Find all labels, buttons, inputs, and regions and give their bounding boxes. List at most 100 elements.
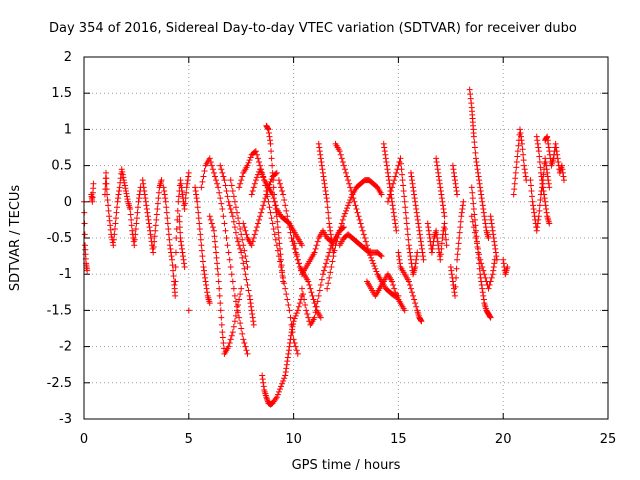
data-point	[492, 245, 499, 252]
data-point	[133, 215, 140, 222]
data-point	[511, 180, 518, 187]
data-point	[304, 311, 311, 318]
data-point	[339, 158, 346, 165]
data-point	[434, 166, 441, 173]
data-point	[481, 216, 488, 223]
data-point	[478, 282, 485, 289]
data-point	[164, 215, 171, 222]
data-point	[540, 184, 547, 191]
data-point	[478, 195, 485, 202]
data-point	[150, 244, 157, 251]
data-point	[216, 285, 223, 292]
data-point	[170, 267, 177, 274]
data-point	[223, 235, 230, 241]
data-point	[474, 240, 480, 247]
data-point	[127, 211, 134, 218]
data-point	[448, 271, 455, 278]
data-point	[407, 285, 414, 292]
data-point	[442, 225, 449, 232]
data-point	[544, 173, 551, 180]
data-point	[116, 184, 123, 191]
data-point	[285, 301, 292, 308]
data-point	[479, 202, 486, 209]
data-point	[372, 265, 379, 272]
data-point	[307, 285, 314, 292]
data-point	[173, 225, 180, 232]
data-point	[239, 173, 246, 180]
data-point	[302, 301, 309, 308]
data-point	[103, 186, 110, 193]
data-point	[227, 263, 234, 270]
data-point	[200, 263, 207, 270]
data-point	[207, 216, 214, 223]
data-point	[177, 235, 184, 241]
data-point	[381, 144, 388, 151]
data-point	[345, 177, 352, 184]
data-point	[319, 169, 326, 176]
data-point	[106, 213, 113, 220]
data-point	[231, 198, 238, 205]
data-point	[264, 125, 271, 132]
data-point	[451, 173, 458, 180]
data-point	[519, 146, 526, 153]
data-point	[439, 202, 446, 209]
data-point	[399, 177, 406, 184]
data-point	[429, 242, 436, 249]
data-point	[487, 213, 494, 220]
data-point	[457, 224, 464, 231]
data-point	[177, 238, 184, 245]
data-point	[238, 249, 245, 256]
data-point	[409, 177, 416, 184]
data-point	[327, 269, 334, 276]
data-point	[135, 198, 142, 205]
data-point	[234, 307, 241, 314]
data-point	[399, 171, 406, 178]
data-point	[294, 350, 301, 357]
data-point	[258, 209, 265, 216]
data-point	[251, 180, 258, 187]
data-point	[248, 191, 255, 198]
data-point	[284, 358, 291, 365]
data-point	[327, 227, 334, 234]
data-point	[356, 216, 363, 223]
data-point	[428, 249, 435, 256]
data-point	[198, 242, 205, 249]
data-point	[185, 173, 192, 180]
data-point	[450, 169, 457, 176]
data-point	[338, 220, 345, 227]
data-point	[338, 155, 345, 162]
data-point	[140, 184, 147, 191]
data-point	[322, 263, 329, 270]
data-point	[200, 267, 207, 274]
data-point	[412, 198, 419, 205]
data-point	[416, 227, 423, 234]
data-point	[244, 162, 251, 169]
data-point	[491, 238, 498, 245]
data-point	[472, 155, 479, 162]
data-point	[362, 238, 369, 245]
x-tick-label: 15	[390, 432, 407, 447]
data-point	[535, 216, 542, 223]
data-point	[241, 265, 248, 272]
data-point	[489, 227, 496, 234]
data-point	[232, 298, 239, 305]
data-point	[219, 169, 226, 176]
data-point	[470, 224, 477, 231]
data-point	[182, 195, 189, 202]
data-point	[323, 260, 330, 267]
data-point	[355, 213, 362, 220]
data-point	[234, 209, 241, 216]
data-point	[254, 155, 261, 162]
data-point	[518, 133, 525, 140]
data-point	[178, 245, 185, 252]
data-point	[146, 224, 153, 231]
data-point	[442, 231, 449, 238]
data-point	[322, 184, 329, 191]
data-point	[228, 332, 235, 339]
data-point	[411, 296, 418, 303]
data-point	[229, 187, 236, 194]
data-point	[482, 220, 489, 227]
data-point	[544, 169, 551, 176]
data-point	[185, 307, 192, 314]
data-point	[296, 300, 303, 307]
